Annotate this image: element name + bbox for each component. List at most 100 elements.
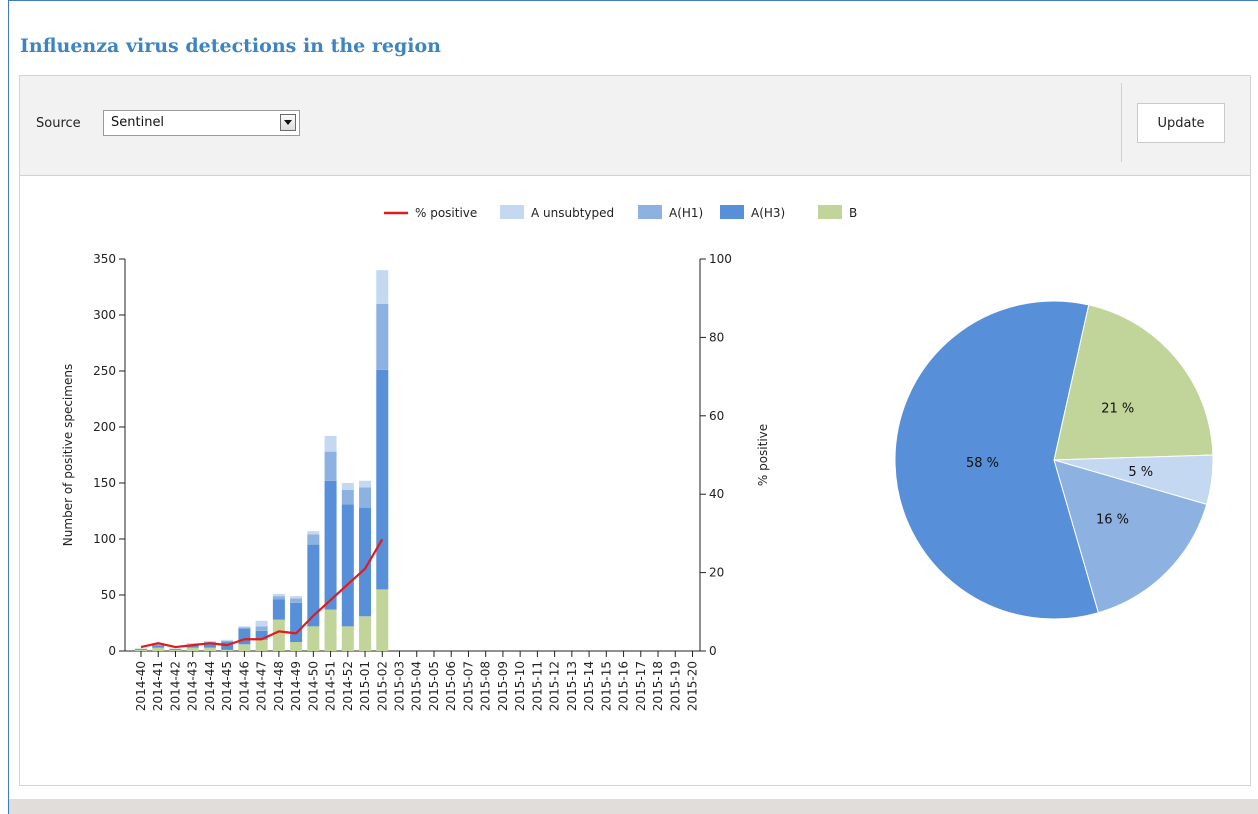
source-select[interactable]: Sentinel: [103, 110, 300, 136]
bar-segment-b: [359, 616, 372, 651]
bar-segment-b: [324, 609, 337, 651]
y2-tick-label: 40: [709, 487, 724, 501]
bar-segment-a-h3: [290, 602, 303, 643]
y2-tick-label: 20: [709, 566, 724, 580]
legend-swatch-a-h1: [638, 205, 662, 219]
y-tick-label: 50: [101, 588, 116, 602]
y-tick-label: 300: [93, 308, 116, 322]
x-tick-label: 2015-13: [565, 661, 579, 711]
x-tick-label: 2015-05: [427, 661, 441, 711]
x-tick-label: 2014-46: [237, 661, 251, 711]
y-tick-label: 200: [93, 420, 116, 434]
bar-segment-b: [135, 649, 147, 651]
pie-label: 58 %: [966, 456, 999, 471]
y-tick-label: 100: [93, 532, 116, 546]
update-button[interactable]: Update: [1137, 103, 1225, 143]
x-tick-label: 2015-15: [599, 661, 613, 711]
x-tick-label: 2015-18: [651, 661, 665, 711]
bar-segment-a-h1: [221, 640, 234, 643]
bar-segment-a-h1: [272, 596, 285, 600]
x-tick-label: 2014-50: [306, 661, 320, 711]
x-tick-label: 2014-47: [255, 661, 269, 711]
bar-segment-a-h3: [186, 645, 199, 648]
bar-segment-a-h3: [135, 648, 147, 650]
bar-segment-a-h1: [290, 598, 303, 603]
x-tick-label: 2015-20: [685, 661, 699, 711]
bar-segment-a-unsubtyped: [376, 270, 389, 304]
bar-segment-a-unsubtyped: [221, 639, 234, 641]
x-tick-label: 2015-08: [479, 661, 493, 711]
y2-tick-label: 100: [709, 252, 732, 266]
bar-segment-b: [152, 647, 165, 651]
bar-segment-a-h1: [376, 303, 389, 370]
bar-segment-a-h3: [255, 630, 268, 640]
x-tick-label: 2014-52: [341, 661, 355, 711]
pie-slice-b: [1053, 304, 1214, 461]
bar-segment-b: [307, 626, 320, 651]
x-tick-label: 2015-19: [668, 661, 682, 711]
y2-axis-label: % positive: [756, 424, 770, 486]
x-tick-label: 2015-07: [461, 661, 475, 711]
legend-label: A unsubtyped: [531, 206, 614, 220]
bar-segment-a-unsubtyped: [203, 640, 216, 643]
x-tick-label: 2015-01: [358, 661, 372, 711]
bar-segment-a-h1: [152, 644, 165, 646]
bar-segment-b: [169, 649, 182, 651]
x-tick-label: 2014-42: [168, 661, 182, 711]
bar-segment-b: [186, 647, 199, 651]
toolbar-divider: [1121, 83, 1122, 162]
bar-segment-a-h3: [307, 544, 320, 627]
pct-positive-line: [140, 538, 384, 649]
source-label: Source: [36, 116, 81, 131]
bar-segment-b: [290, 642, 303, 651]
legend-swatch-b: [818, 205, 842, 219]
y-tick-label: 350: [93, 252, 116, 266]
bar-segment-a-h3: [341, 504, 354, 627]
y-tick-label: 150: [93, 476, 116, 490]
bar-segment-b: [341, 626, 354, 651]
x-tick-label: 2015-12: [548, 661, 562, 711]
legend-label: A(H1): [669, 206, 703, 220]
x-tick-label: 2015-06: [444, 661, 458, 711]
x-tick-label: 2015-17: [634, 661, 648, 711]
pie-slice-a-h1: [1053, 459, 1208, 614]
bar-segment-a-unsubtyped: [186, 643, 199, 645]
legend-label: % positive: [415, 206, 477, 220]
chevron-down-icon[interactable]: [280, 114, 296, 131]
x-tick-label: 2015-16: [617, 661, 631, 711]
y2-tick-label: 0: [709, 644, 717, 658]
x-tick-label: 2014-51: [324, 661, 338, 711]
x-tick-label: 2014-40: [134, 661, 148, 711]
x-tick-label: 2015-10: [513, 661, 527, 711]
pie-label: 5 %: [1128, 465, 1153, 480]
bar-segment-a-h1: [307, 534, 320, 545]
bar-segment-a-h3: [152, 645, 165, 648]
legend-swatch-a-h3: [720, 205, 744, 219]
x-tick-label: 2014-45: [220, 661, 234, 711]
legend-label: B: [849, 206, 857, 220]
bar-segment-b: [272, 619, 285, 651]
bar-segment-a-h3: [238, 628, 251, 645]
bar-segment-a-unsubtyped: [255, 620, 268, 627]
x-tick-label: 2014-48: [272, 661, 286, 711]
pie-slice-a-h3: [894, 300, 1099, 620]
bar-segment-a-h1: [341, 489, 354, 505]
bar-segment-a-h3: [376, 369, 389, 590]
x-tick-label: 2014-41: [151, 661, 165, 711]
x-tick-label: 2015-02: [375, 661, 389, 711]
bar-segment-b: [203, 647, 216, 651]
bar-segment-a-h3: [272, 599, 285, 620]
bar-segment-a-h3: [324, 480, 337, 610]
x-tick-label: 2014-49: [289, 661, 303, 711]
x-tick-label: 2015-03: [393, 661, 407, 711]
bar-segment-a-h3: [203, 644, 216, 648]
bar-segment-a-h3: [169, 648, 182, 650]
bar-segment-a-unsubtyped: [324, 435, 337, 452]
bar-segment-b: [376, 589, 389, 651]
bar-segment-b: [221, 649, 234, 651]
legend-swatch-a-unsubtyped: [500, 205, 524, 219]
x-tick-label: 2015-04: [410, 661, 424, 711]
bar-segment-a-unsubtyped: [307, 531, 320, 535]
bar-segment-a-unsubtyped: [272, 593, 285, 597]
